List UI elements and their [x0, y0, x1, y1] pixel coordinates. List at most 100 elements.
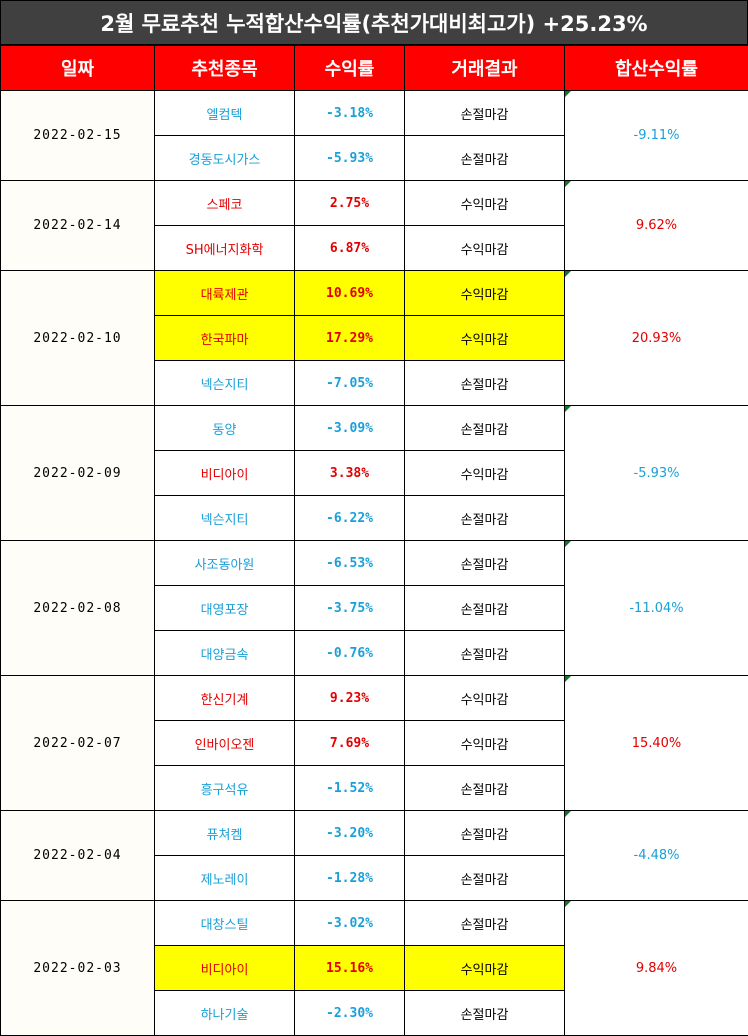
date-cell: 2022-02-09 — [0, 405, 155, 541]
result-cell: 손절마감 — [404, 405, 565, 451]
date-cell: 2022-02-10 — [0, 270, 155, 406]
total-return-cell: -4.48% — [564, 810, 748, 901]
stock-name-cell: 퓨쳐켐 — [154, 810, 295, 856]
rate-cell: -3.09% — [294, 405, 405, 451]
table-row: 인바이오젠 7.69% 수익마감 — [1, 720, 748, 766]
rate-cell: 3.38% — [294, 450, 405, 496]
result-cell: 손절마감 — [404, 90, 565, 136]
stock-name-cell: 비디아이 — [154, 945, 295, 991]
stock-name-cell: 제노레이 — [154, 855, 295, 901]
result-cell: 수익마감 — [404, 675, 565, 721]
table-row: SH에너지화학 6.87% 수익마감 — [1, 225, 748, 271]
rate-cell: 2.75% — [294, 180, 405, 226]
stock-name-cell: 사조동아원 — [154, 540, 295, 586]
table-body: 2022-02-15 엘컴텍 -3.18% 손절마감 -9.11% 경동도시가스 -5.93… — [0, 90, 748, 1036]
stock-name-cell: 넥슨지티 — [154, 360, 295, 406]
stock-name-cell: SH에너지화학 — [154, 225, 295, 271]
table-row: 2022-02-09 동양 -3.09% 손절마감 -5.93% — [0, 405, 748, 541]
table-row: 2022-02-10 대륙제관 10.69% 수익마감 20.93% — [0, 270, 748, 406]
result-cell: 수익마감 — [404, 945, 565, 991]
stock-name-cell: 대양금속 — [154, 630, 295, 676]
stock-name-cell: 대륙제관 — [154, 270, 295, 316]
date-cell: 2022-02-08 — [0, 540, 155, 676]
table-row: 넥슨지티 -7.05% 손절마감 — [1, 360, 748, 406]
result-cell: 손절마감 — [404, 585, 565, 631]
result-cell: 수익마감 — [404, 720, 565, 766]
result-cell: 수익마감 — [404, 450, 565, 496]
stock-name-cell: 스페코 — [154, 180, 295, 226]
rate-cell: -6.53% — [294, 540, 405, 586]
table-row: 비디아이 3.38% 수익마감 — [1, 450, 748, 496]
stock-name-cell: 흥구석유 — [154, 765, 295, 811]
rate-cell: -5.93% — [294, 135, 405, 181]
table-row: 넥슨지티 -6.22% 손절마감 — [1, 495, 748, 541]
table-row: 경동도시가스 -5.93% 손절마감 — [1, 135, 748, 181]
result-cell: 수익마감 — [404, 180, 565, 226]
stock-name-cell: 동양 — [154, 405, 295, 451]
header-rate: 수익률 — [294, 45, 405, 91]
total-return-cell: 20.93% — [564, 270, 748, 406]
stock-name-cell: 하나기술 — [154, 990, 295, 1036]
rate-cell: -6.22% — [294, 495, 405, 541]
rate-cell: -7.05% — [294, 360, 405, 406]
rate-cell: 17.29% — [294, 315, 405, 361]
result-cell: 수익마감 — [404, 315, 565, 361]
stock-name-cell: 대창스틸 — [154, 900, 295, 946]
table-row: 한국파마 17.29% 수익마감 — [1, 315, 748, 361]
rate-cell: -0.76% — [294, 630, 405, 676]
total-return-cell: 9.84% — [564, 900, 748, 1036]
result-cell: 손절마감 — [404, 360, 565, 406]
date-cell: 2022-02-07 — [0, 675, 155, 811]
date-cell: 2022-02-15 — [0, 90, 155, 181]
result-cell: 수익마감 — [404, 270, 565, 316]
rate-cell: 15.16% — [294, 945, 405, 991]
date-cell: 2022-02-04 — [0, 810, 155, 901]
table-row: 2022-02-07 한신기계 9.23% 수익마감 15.40% — [0, 675, 748, 811]
stock-name-cell: 넥슨지티 — [154, 495, 295, 541]
rate-cell: 10.69% — [294, 270, 405, 316]
table-row: 비디아이 15.16% 수익마감 — [1, 945, 748, 991]
date-cell: 2022-02-14 — [0, 180, 155, 271]
result-cell: 손절마감 — [404, 135, 565, 181]
header-stock: 추천종목 — [154, 45, 295, 91]
stock-name-cell: 인바이오젠 — [154, 720, 295, 766]
result-cell: 손절마감 — [404, 810, 565, 856]
results-table: 일짜 추천종목 수익률 거래결과 합산수익률 2022-02-15 엘컴텍 -3.1… — [0, 45, 748, 1036]
stock-name-cell: 대영포장 — [154, 585, 295, 631]
result-cell: 손절마감 — [404, 990, 565, 1036]
result-cell: 손절마감 — [404, 900, 565, 946]
rate-cell: 9.23% — [294, 675, 405, 721]
total-return-cell: -11.04% — [564, 540, 748, 676]
total-return-cell: 15.40% — [564, 675, 748, 811]
result-cell: 수익마감 — [404, 225, 565, 271]
result-cell: 손절마감 — [404, 855, 565, 901]
rate-cell: -1.52% — [294, 765, 405, 811]
result-cell: 손절마감 — [404, 630, 565, 676]
rate-cell: -3.75% — [294, 585, 405, 631]
rate-cell: -3.20% — [294, 810, 405, 856]
rate-cell: 6.87% — [294, 225, 405, 271]
table-row: 제노레이 -1.28% 손절마감 — [1, 855, 748, 901]
header-result: 거래결과 — [404, 45, 565, 91]
rate-cell: 7.69% — [294, 720, 405, 766]
stock-name-cell: 한신기계 — [154, 675, 295, 721]
table-row: 2022-02-15 엘컴텍 -3.18% 손절마감 -9.11% — [0, 90, 748, 181]
total-return-cell: 9.62% — [564, 180, 748, 271]
table-row: 하나기술 -2.30% 손절마감 — [1, 990, 748, 1036]
result-cell: 손절마감 — [404, 495, 565, 541]
stock-name-cell: 비디아이 — [154, 450, 295, 496]
table-row: 대영포장 -3.75% 손절마감 — [1, 585, 748, 631]
stock-name-cell: 엘컴텍 — [154, 90, 295, 136]
table-row: 2022-02-08 사조동아원 -6.53% 손절마감 -11.04% — [0, 540, 748, 676]
rate-cell: -3.02% — [294, 900, 405, 946]
rate-cell: -3.18% — [294, 90, 405, 136]
rate-cell: -1.28% — [294, 855, 405, 901]
date-cell: 2022-02-03 — [0, 900, 155, 1036]
header-row: 일짜 추천종목 수익률 거래결과 합산수익률 — [0, 45, 748, 91]
header-total: 합산수익률 — [564, 45, 748, 91]
rate-cell: -2.30% — [294, 990, 405, 1036]
table-row: 2022-02-04 퓨쳐켐 -3.20% 손절마감 -4.48% — [0, 810, 748, 901]
table-row: 2022-02-03 대창스틸 -3.02% 손절마감 9.84% — [0, 900, 748, 1036]
total-return-cell: -5.93% — [564, 405, 748, 541]
